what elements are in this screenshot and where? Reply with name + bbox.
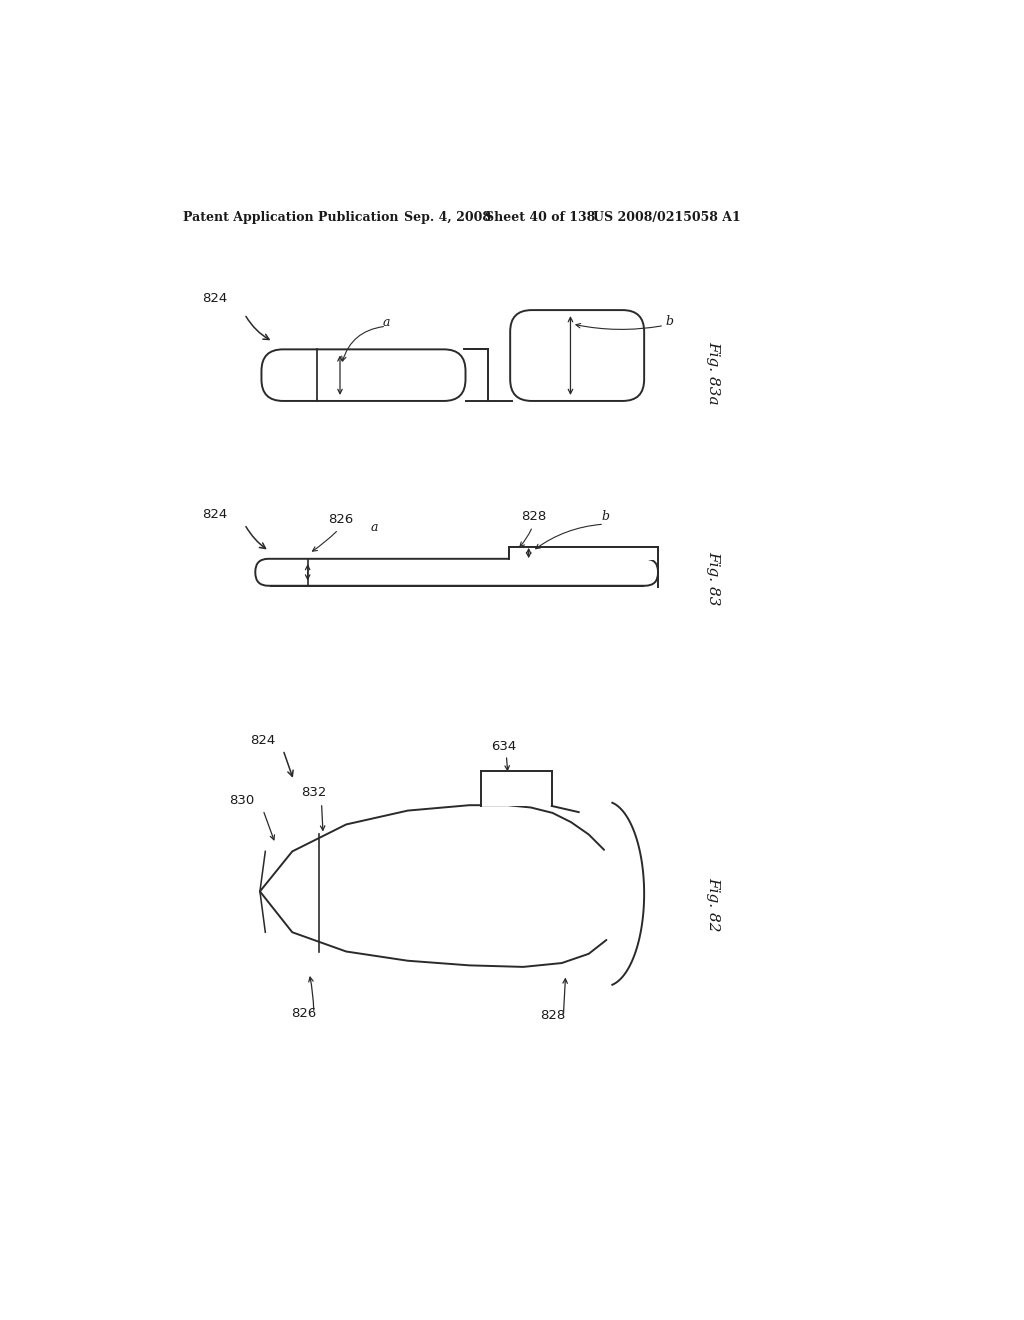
Text: 830: 830: [229, 793, 254, 807]
Text: Fig. 83a: Fig. 83a: [707, 341, 721, 404]
Polygon shape: [481, 767, 552, 807]
Text: Patent Application Publication: Patent Application Publication: [183, 211, 398, 224]
Text: 826: 826: [328, 513, 353, 527]
Text: 634: 634: [490, 739, 516, 752]
Text: 824: 824: [202, 292, 227, 305]
Text: 828: 828: [541, 1010, 565, 1022]
Polygon shape: [509, 548, 658, 558]
Polygon shape: [509, 558, 662, 561]
Text: b: b: [602, 511, 610, 523]
Text: 832: 832: [301, 785, 327, 799]
Text: US 2008/0215058 A1: US 2008/0215058 A1: [593, 211, 740, 224]
Text: Fig. 82: Fig. 82: [707, 876, 721, 931]
FancyArrowPatch shape: [575, 323, 662, 330]
FancyArrowPatch shape: [342, 326, 383, 360]
Text: Sep. 4, 2008: Sep. 4, 2008: [403, 211, 490, 224]
Text: Sheet 40 of 138: Sheet 40 of 138: [484, 211, 595, 224]
Text: 828: 828: [521, 511, 546, 523]
Text: b: b: [666, 315, 674, 329]
Text: a: a: [382, 315, 390, 329]
Text: 824: 824: [250, 734, 275, 747]
Text: a: a: [371, 521, 378, 535]
Text: 826: 826: [291, 1007, 316, 1020]
Text: 824: 824: [202, 508, 227, 521]
Text: Fig. 83: Fig. 83: [707, 550, 721, 606]
